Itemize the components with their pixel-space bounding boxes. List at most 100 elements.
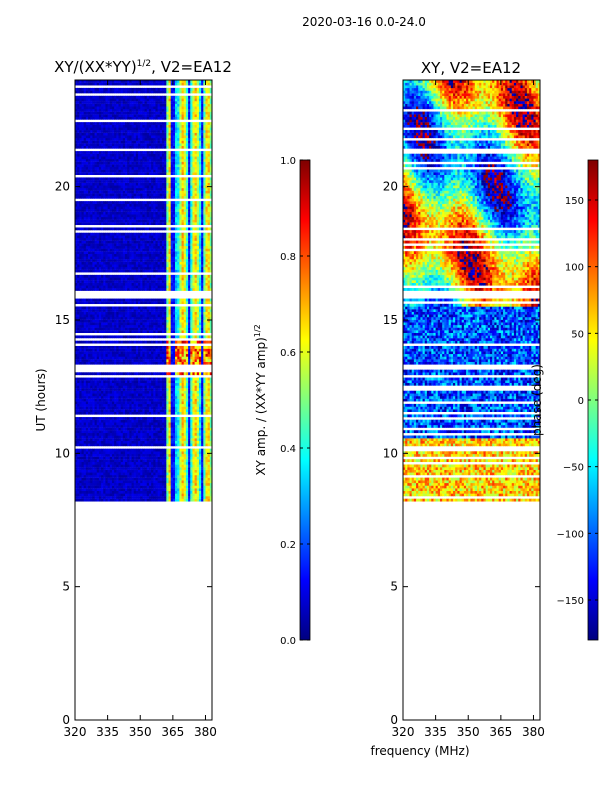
- heatmap-cell: [133, 288, 137, 291]
- heatmap-cell: [159, 390, 163, 394]
- heatmap-cell: [103, 469, 106, 473]
- heatmap-cell: [190, 390, 193, 394]
- heatmap-cell: [157, 435, 161, 439]
- heatmap-cell: [118, 340, 122, 344]
- heatmap-cell: [98, 403, 102, 407]
- heatmap-cell: [175, 409, 178, 412]
- heatmap-cell: [88, 314, 91, 318]
- heatmap-cell: [111, 380, 115, 384]
- heatmap-cell: [148, 319, 152, 323]
- heatmap-cell: [77, 269, 80, 273]
- heatmap-cell: [177, 453, 180, 457]
- heatmap-cell: [92, 417, 95, 420]
- heatmap-cell: [175, 385, 178, 389]
- heatmap-cell: [170, 356, 174, 360]
- heatmap-cell: [79, 435, 82, 439]
- heatmap-cell: [196, 398, 200, 402]
- heatmap-cell: [138, 430, 141, 434]
- heatmap-cell: [177, 298, 180, 302]
- heatmap-cell: [96, 253, 100, 257]
- heatmap-cell: [101, 261, 104, 265]
- heatmap-cell: [172, 459, 176, 463]
- heatmap-cell: [175, 435, 178, 439]
- heatmap-cell: [138, 353, 141, 357]
- heatmap-cell: [122, 459, 126, 463]
- heatmap-cell: [105, 356, 109, 360]
- heatmap-cell: [194, 451, 198, 455]
- heatmap-cell: [151, 432, 154, 436]
- heatmap-cell: [179, 377, 182, 381]
- heatmap-cell: [107, 377, 111, 381]
- heatmap-cell: [170, 406, 174, 410]
- heatmap-cell: [194, 401, 198, 405]
- heatmap-cell: [90, 388, 93, 391]
- heatmap-cell: [118, 467, 122, 470]
- heatmap-cell: [105, 311, 109, 315]
- heatmap-cell: [127, 430, 130, 434]
- heatmap-cell: [79, 356, 82, 360]
- heatmap-cell: [101, 264, 104, 268]
- heatmap-cell: [140, 266, 143, 270]
- heatmap-cell: [188, 282, 191, 286]
- heatmap-cell: [170, 427, 174, 431]
- heatmap-cell: [138, 448, 141, 452]
- heatmap-cell: [179, 498, 182, 502]
- heatmap-cell: [146, 259, 150, 262]
- heatmap-cell: [92, 301, 95, 305]
- heatmap-cell: [125, 280, 128, 283]
- heatmap-cell: [75, 269, 78, 273]
- heatmap-cell: [146, 340, 150, 344]
- heatmap-cell: [118, 422, 122, 426]
- heatmap-cell: [79, 353, 82, 357]
- heatmap-cell: [198, 324, 202, 328]
- heatmap-cell: [98, 261, 102, 265]
- heatmap-cell: [146, 324, 150, 328]
- heatmap-cell: [161, 388, 165, 391]
- heatmap-cell: [114, 269, 117, 273]
- heatmap-cell: [177, 274, 180, 278]
- heatmap-cell: [127, 309, 130, 312]
- heatmap-cell: [175, 274, 178, 278]
- heatmap-cell: [77, 306, 80, 310]
- heatmap-cell: [183, 288, 187, 291]
- heatmap-cell: [140, 453, 143, 457]
- heatmap-cell: [118, 288, 122, 291]
- heatmap-cell: [94, 348, 98, 352]
- heatmap-cell: [105, 482, 109, 486]
- heatmap-cell: [92, 280, 95, 283]
- heatmap-cell: [205, 456, 209, 460]
- heatmap-cell: [83, 396, 87, 399]
- heatmap-cell: [122, 403, 126, 407]
- heatmap-cell: [181, 356, 185, 360]
- heatmap-cell: [209, 314, 212, 318]
- heatmap-cell: [192, 398, 195, 402]
- heatmap-cell: [79, 427, 82, 431]
- heatmap-cell: [166, 488, 169, 491]
- heatmap-cell: [122, 274, 126, 278]
- heatmap-cell: [205, 477, 209, 481]
- heatmap-cell: [198, 301, 202, 305]
- heatmap-cell: [144, 330, 148, 333]
- heatmap-cell: [127, 285, 130, 289]
- heatmap-cell: [144, 493, 148, 497]
- heatmap-cell: [98, 322, 102, 326]
- heatmap-cell: [96, 317, 100, 320]
- heatmap-cell: [166, 309, 169, 312]
- heatmap-cell: [122, 377, 126, 381]
- heatmap-cell: [157, 496, 161, 499]
- heatmap-cell: [161, 411, 165, 415]
- heatmap-cell: [127, 488, 130, 491]
- heatmap-cell: [75, 382, 78, 386]
- heatmap-cell: [85, 451, 89, 455]
- heatmap-cell: [185, 353, 189, 357]
- heatmap-cell: [205, 317, 209, 320]
- heatmap-cell: [142, 424, 145, 428]
- heatmap-cell: [133, 285, 137, 289]
- heatmap-cell: [90, 266, 93, 270]
- heatmap-cell: [177, 282, 180, 286]
- heatmap-cell: [179, 409, 182, 412]
- heatmap-cell: [105, 345, 109, 349]
- heatmap-cell: [207, 382, 211, 386]
- heatmap-cell: [168, 359, 172, 362]
- heatmap-cell: [94, 432, 98, 436]
